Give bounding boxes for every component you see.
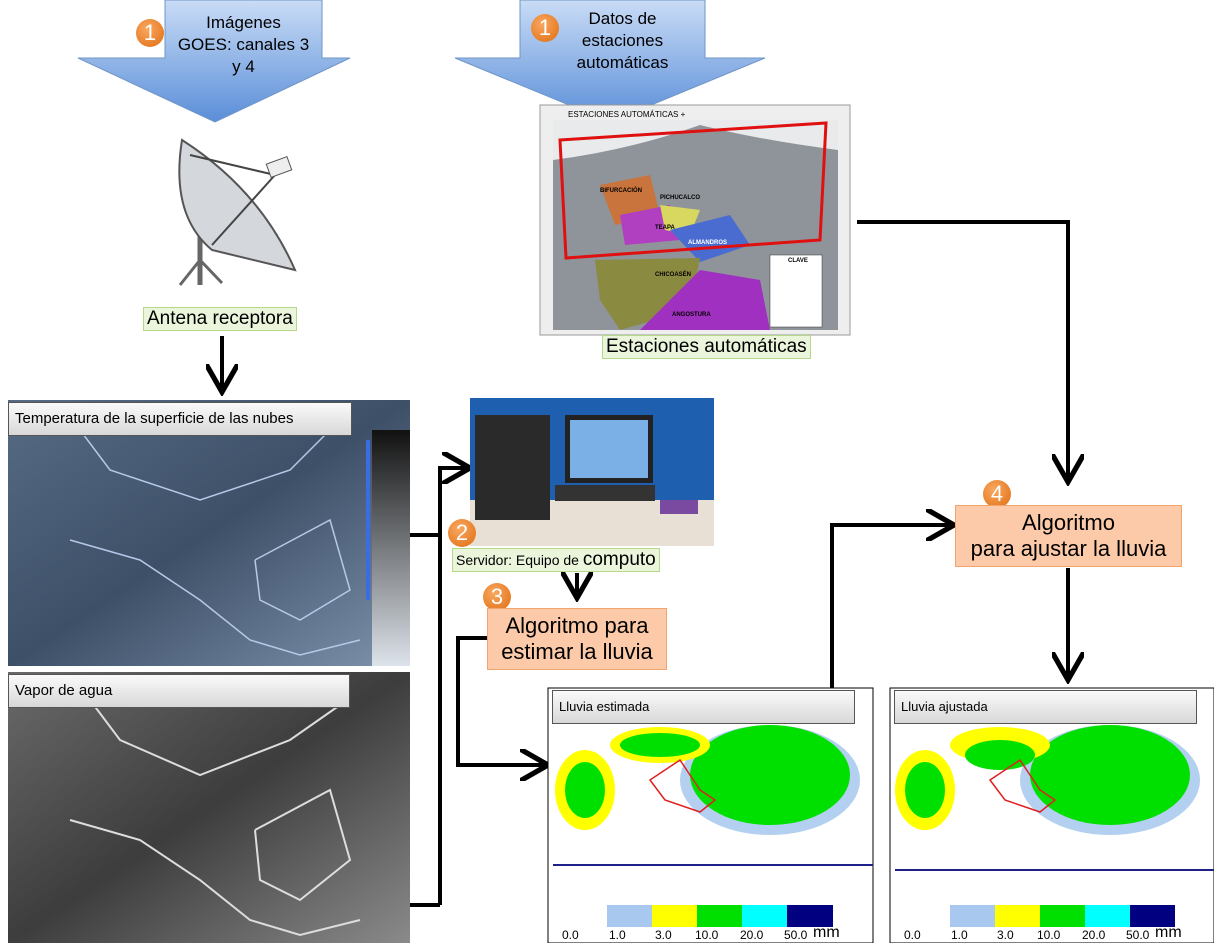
step-number: 3 <box>483 583 511 611</box>
map-region: ANGOSTURA <box>672 312 711 318</box>
text-line: Datos de <box>588 9 657 28</box>
legend-label: 20.0 <box>740 928 764 942</box>
text-line: Algoritmo <box>1022 510 1115 535</box>
map-title: ESTACIONES AUTOMÁTICAS + <box>568 110 686 119</box>
legend-label: 0.0 <box>562 928 579 942</box>
satellite-dish <box>178 138 297 286</box>
rain-map-adjusted <box>889 687 1214 943</box>
map-label: Lluvia estimada <box>552 690 855 724</box>
legend-label: 10.0 <box>1037 928 1061 942</box>
legend-label: mm <box>1155 924 1182 941</box>
legend-label: 1.0 <box>609 928 626 942</box>
step-number: 4 <box>983 480 1011 508</box>
map-region: TEAPA <box>655 225 675 231</box>
legend-label: 50.0 <box>784 928 808 942</box>
input-arrow <box>77 0 351 123</box>
map-region: PICHUCALCO <box>660 195 700 201</box>
text-line: Imágenes <box>206 13 281 32</box>
text-line: para ajustar la lluvia <box>970 536 1167 561</box>
server-photo <box>470 398 714 546</box>
cloud-temperature-image <box>8 400 410 666</box>
map-caption: Estaciones automáticas <box>602 335 811 359</box>
flow-arrow <box>857 220 1068 478</box>
stations-map <box>539 104 851 336</box>
legend-label: 10.0 <box>695 928 719 942</box>
map-key: CLAVE <box>788 258 808 264</box>
legend-label: 3.0 <box>655 928 672 942</box>
rain-map-estimated <box>547 687 874 943</box>
text-line: estimar la lluvia <box>501 639 653 664</box>
text: Servidor: Equipo de <box>456 552 579 568</box>
legend-label: 1.0 <box>951 928 968 942</box>
input-label: Imágenes GOES: canales 3 y 4 <box>165 12 322 78</box>
image-label: Vapor de agua <box>8 674 350 708</box>
water-vapor-image <box>8 672 410 943</box>
step-number: 1 <box>136 19 164 47</box>
input-label: Datos de estaciones automáticas <box>560 8 685 74</box>
text-line: estaciones <box>581 31 664 50</box>
step-number: 1 <box>531 14 559 42</box>
legend-label: mm <box>813 924 840 941</box>
legend-label: 0.0 <box>904 928 921 942</box>
algorithm-box: Algoritmo para estimar la lluvia <box>487 608 667 670</box>
flow-arrow <box>830 525 950 688</box>
server-label: Servidor: Equipo de computo <box>452 548 660 572</box>
algorithm-box: Algoritmo para ajustar la lluvia <box>955 505 1182 567</box>
text-line: Algoritmo para <box>505 613 649 638</box>
legend-label: 3.0 <box>997 928 1014 942</box>
text-line: y 4 <box>232 57 255 76</box>
antenna-label: Antena receptora <box>143 307 297 331</box>
step-number: 2 <box>448 519 476 547</box>
map-region: ALMANDROS <box>688 240 727 246</box>
flow-arrow <box>438 468 466 905</box>
map-label: Lluvia ajustada <box>894 690 1197 724</box>
map-region: CHICOASÉN <box>655 272 692 278</box>
text-line: GOES: canales 3 <box>177 35 310 54</box>
text-line: automáticas <box>576 53 669 72</box>
legend-label: 50.0 <box>1126 928 1150 942</box>
flow-arrow <box>456 636 544 765</box>
map-region: BIFURCACIÓN <box>600 188 642 194</box>
legend-label: 20.0 <box>1082 928 1106 942</box>
text: computo <box>582 549 656 570</box>
image-label: Temperatura de la superficie de las nube… <box>8 402 352 436</box>
